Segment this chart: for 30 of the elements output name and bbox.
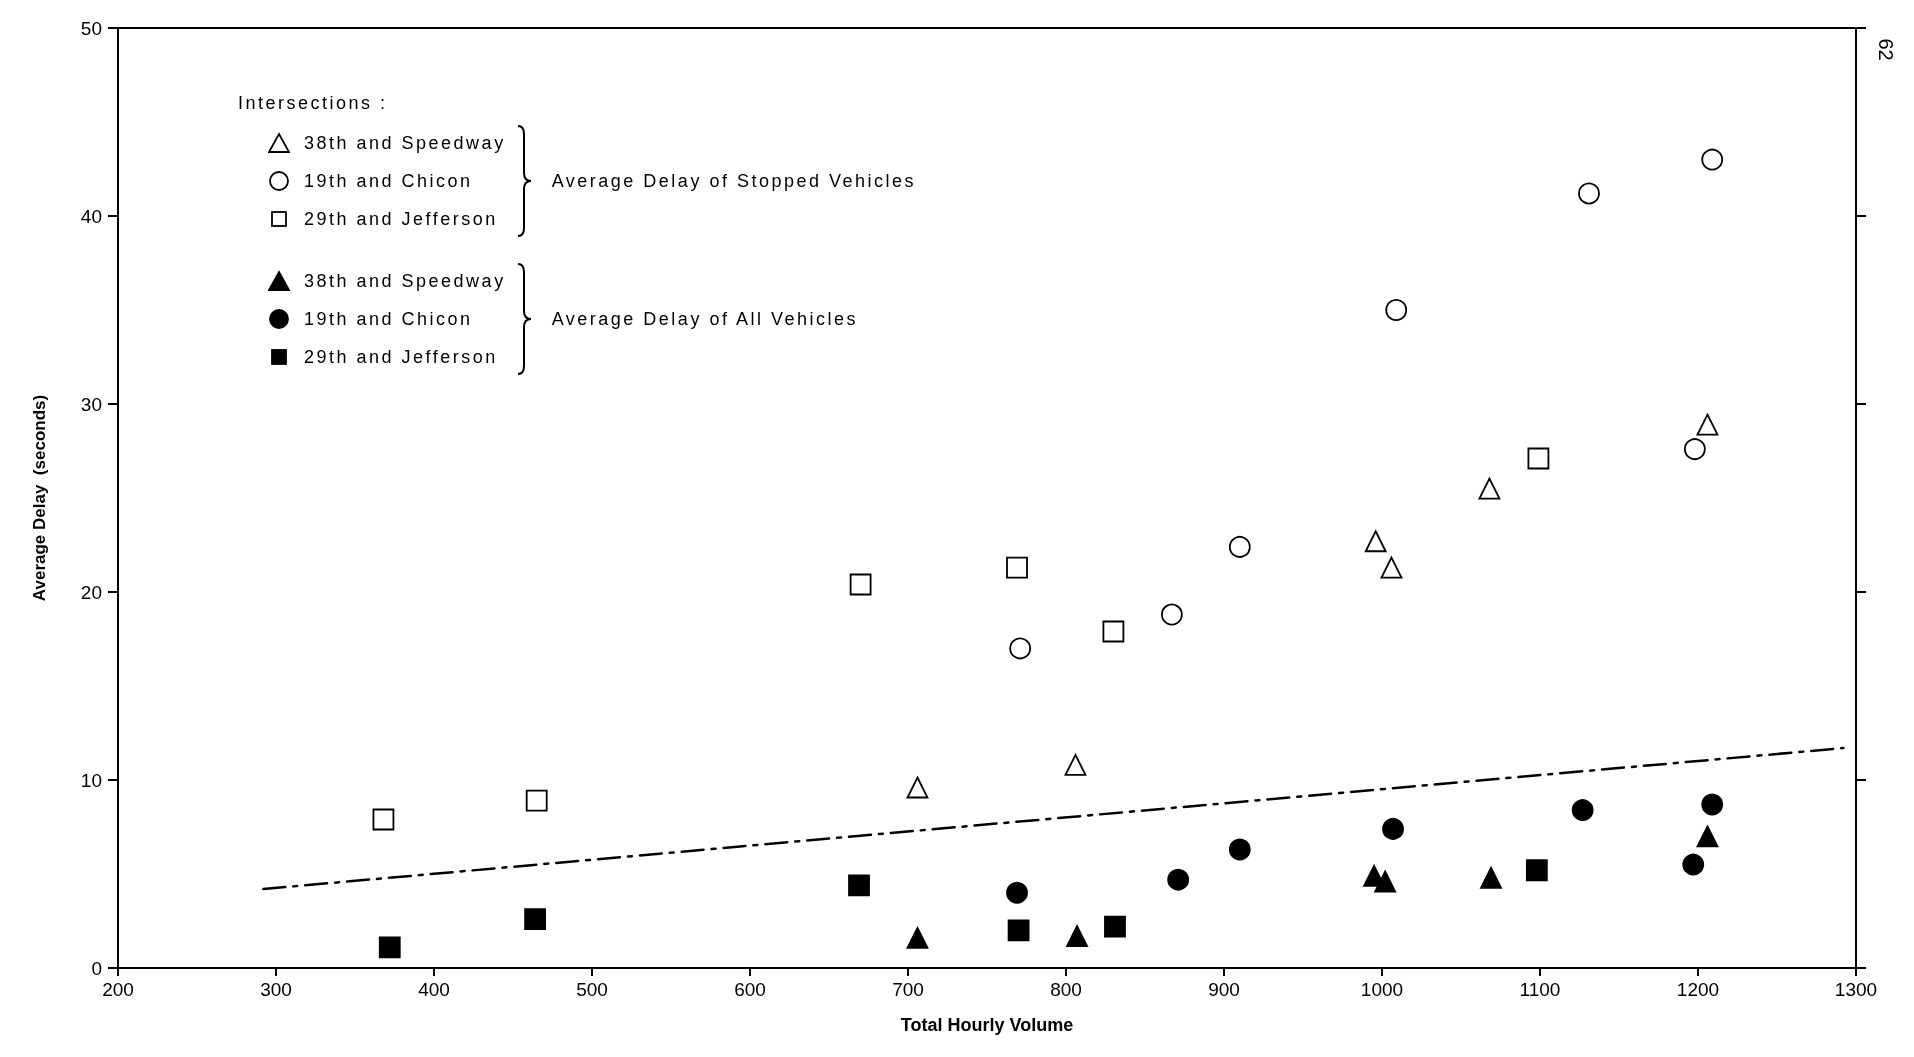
y-tick-label: 30: [80, 393, 102, 415]
text: 62: [1873, 38, 1897, 61]
x-tick-label: 500: [576, 979, 608, 1000]
x-axis-title: Total Hourly Volume: [900, 1015, 1074, 1035]
annotation: Average Delay of All Vehicles: [551, 308, 858, 330]
y-tick-label: 50: [80, 17, 102, 39]
legend-label: 29th and Jefferson: [304, 346, 498, 368]
legend-title: Intersections :: [238, 93, 389, 114]
annotation: Average Delay of Stopped Vehicles: [551, 170, 916, 192]
x-tick-label: 900: [1208, 979, 1240, 1000]
x-tick-label: 700: [892, 979, 924, 1000]
x-tick-label: 400: [418, 979, 450, 1000]
y-tick-label: 40: [80, 205, 102, 227]
legend-label: 29th and Jefferson: [304, 208, 498, 230]
x-tick-label: 300: [260, 979, 292, 1000]
x-tick-label: 200: [102, 979, 134, 1000]
x-tick-label: 1300: [1834, 979, 1878, 1000]
x-tick-label: 800: [1050, 979, 1082, 1000]
y-tick-label: 0: [91, 957, 102, 979]
y-tick-label: 20: [80, 581, 102, 603]
x-tick-label: 600: [734, 979, 766, 1000]
x-tick-label: 1000: [1360, 979, 1404, 1000]
legend-label: 38th and Speedway: [304, 132, 506, 154]
x-tick-label: 1100: [1519, 979, 1561, 1000]
legend-label: 19th and Chicon: [304, 308, 473, 330]
legend-label: 19th and Chicon: [304, 170, 473, 192]
y-tick-label: 10: [80, 769, 102, 791]
x-tick-label: 1200: [1676, 979, 1720, 1000]
y-axis-title: Average Delay (seconds): [30, 394, 49, 602]
legend-label: 38th and Speedway: [304, 270, 506, 292]
